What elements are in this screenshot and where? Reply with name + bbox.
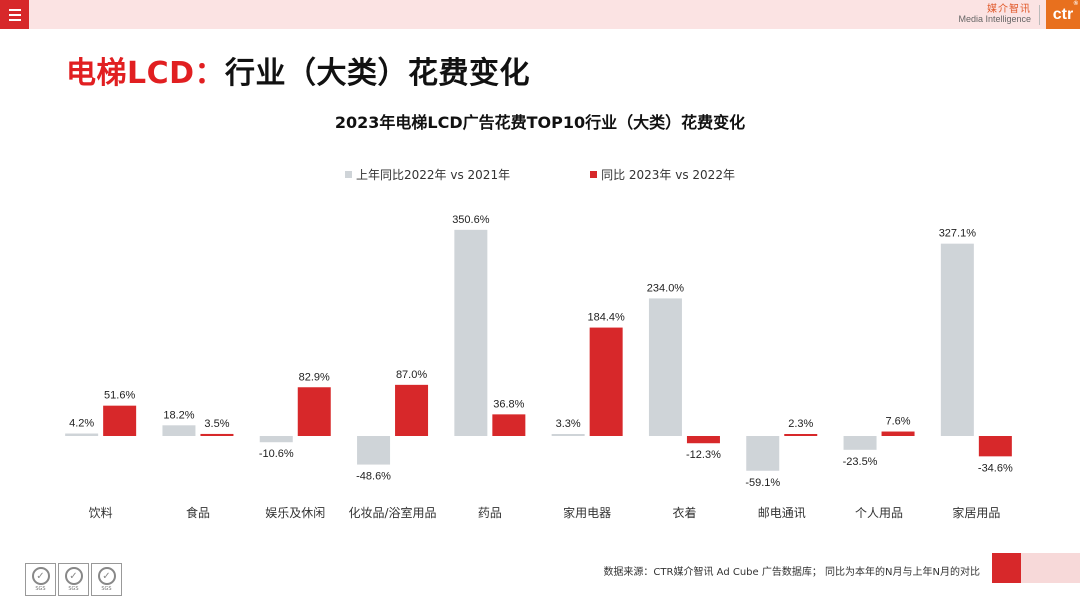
data-label: 4.2% bbox=[69, 418, 94, 430]
bar-prev bbox=[454, 229, 488, 436]
category-label: 家居用品 bbox=[952, 505, 1000, 520]
menu-icon-line bbox=[8, 8, 21, 11]
data-label: 82.9% bbox=[299, 371, 330, 383]
brand-cn: 媒介智讯 bbox=[987, 3, 1031, 15]
data-label: 51.6% bbox=[104, 390, 135, 402]
data-label: 184.4% bbox=[587, 312, 625, 324]
category-label: 家用电器 bbox=[563, 505, 611, 520]
cert-badge: ✓ SGS bbox=[25, 563, 56, 596]
category-label: 娱乐及休闲 bbox=[265, 506, 325, 520]
bar-prev bbox=[259, 436, 293, 443]
data-label: -23.5% bbox=[843, 456, 878, 468]
category-label: 食品 bbox=[186, 505, 210, 520]
data-label: 7.6% bbox=[886, 416, 911, 428]
data-label: -59.1% bbox=[745, 477, 780, 489]
legend-swatch-red bbox=[590, 171, 598, 178]
category-label: 化妆品/浴室用品 bbox=[349, 505, 437, 520]
data-label: 234.0% bbox=[647, 282, 685, 294]
data-label: -10.6% bbox=[259, 448, 294, 460]
certifications: ✓ SGS ✓ SGS ✓ SGS bbox=[25, 563, 122, 596]
data-label: 36.8% bbox=[493, 398, 524, 410]
cert-label: SGS bbox=[35, 586, 46, 592]
data-label: 350.6% bbox=[452, 214, 490, 226]
data-source-note: 数据来源：CTR媒介智讯 Ad Cube 广告数据库； 同比为本年的N月与上年N… bbox=[603, 567, 980, 578]
legend-label-prev: 上年同比2022年 vs 2021年 bbox=[356, 168, 511, 182]
page-title-dark: 行业（大类）花费变化 bbox=[225, 56, 531, 91]
category-label: 邮电通讯 bbox=[758, 506, 806, 520]
page-title-red: 电梯LCD： bbox=[66, 56, 226, 91]
legend-item-prev: 上年同比2022年 vs 2021年 bbox=[345, 166, 510, 183]
data-label: 3.5% bbox=[204, 418, 229, 430]
bar-current bbox=[200, 433, 234, 436]
menu-button[interactable] bbox=[0, 0, 29, 29]
top-band bbox=[0, 0, 1080, 29]
check-icon: ✓ bbox=[64, 567, 83, 585]
chart-title: 2023年电梯LCD广告花费TOP10行业（大类）花费变化 bbox=[334, 113, 746, 132]
cert-label: SGS bbox=[68, 586, 79, 592]
data-label: -12.3% bbox=[686, 449, 721, 461]
category-label: 个人用品 bbox=[855, 506, 903, 520]
bar-prev bbox=[357, 436, 391, 465]
ctr-logo: ctr ® bbox=[1046, 0, 1080, 29]
bar-prev bbox=[648, 298, 682, 436]
bar-current bbox=[395, 384, 429, 436]
page-title: 电梯LCD：行业（大类）花费变化 bbox=[66, 48, 530, 92]
data-label: -34.6% bbox=[978, 462, 1013, 474]
bar-current bbox=[686, 436, 720, 444]
data-label: 18.2% bbox=[163, 409, 194, 421]
bar-prev bbox=[551, 434, 585, 436]
data-label: 2.3% bbox=[788, 418, 813, 430]
bar-prev bbox=[746, 436, 780, 471]
bar-current bbox=[589, 327, 623, 436]
brand: 媒介智讯 Media Intelligence ctr ® bbox=[958, 0, 1080, 29]
bar-prev bbox=[65, 433, 99, 436]
category-label: 药品 bbox=[478, 506, 502, 520]
category-label: 饮料 bbox=[89, 506, 113, 520]
bar-prev bbox=[162, 425, 196, 436]
brand-separator bbox=[1039, 4, 1040, 25]
bar-current bbox=[103, 405, 137, 436]
bar-prev bbox=[843, 436, 877, 450]
legend-swatch-gray bbox=[345, 171, 353, 178]
check-icon: ✓ bbox=[31, 567, 50, 585]
category-label: 衣着 bbox=[672, 505, 696, 520]
bar-current bbox=[297, 387, 331, 436]
logo-mark: ® bbox=[1073, 1, 1078, 7]
data-label: 3.3% bbox=[556, 418, 581, 430]
bar-current bbox=[784, 434, 818, 436]
data-label: -48.6% bbox=[356, 471, 391, 483]
data-label: 87.0% bbox=[396, 369, 427, 381]
legend-label-current: 同比 2023年 vs 2022年 bbox=[601, 168, 735, 182]
cert-badge: ✓ SGS bbox=[58, 563, 89, 596]
legend-item-current: 同比 2023年 vs 2022年 bbox=[590, 166, 735, 183]
bar-current bbox=[881, 431, 915, 436]
check-icon: ✓ bbox=[97, 567, 116, 585]
chart-legend: 上年同比2022年 vs 2021年 同比 2023年 vs 2022年 bbox=[0, 166, 1080, 183]
cert-badge: ✓ SGS bbox=[91, 563, 122, 596]
cert-label: SGS bbox=[101, 586, 112, 592]
data-label: 327.1% bbox=[939, 228, 977, 240]
brand-en: Media Intelligence bbox=[958, 14, 1031, 25]
logo-text: ctr bbox=[1052, 5, 1074, 23]
menu-icon-line bbox=[8, 13, 21, 16]
bar-current bbox=[978, 436, 1012, 457]
menu-icon-line bbox=[8, 18, 21, 21]
bar-current bbox=[492, 414, 526, 436]
bar-prev bbox=[940, 243, 974, 436]
brand-text: 媒介智讯 Media Intelligence bbox=[958, 3, 1031, 25]
footer-accent bbox=[992, 553, 1021, 583]
